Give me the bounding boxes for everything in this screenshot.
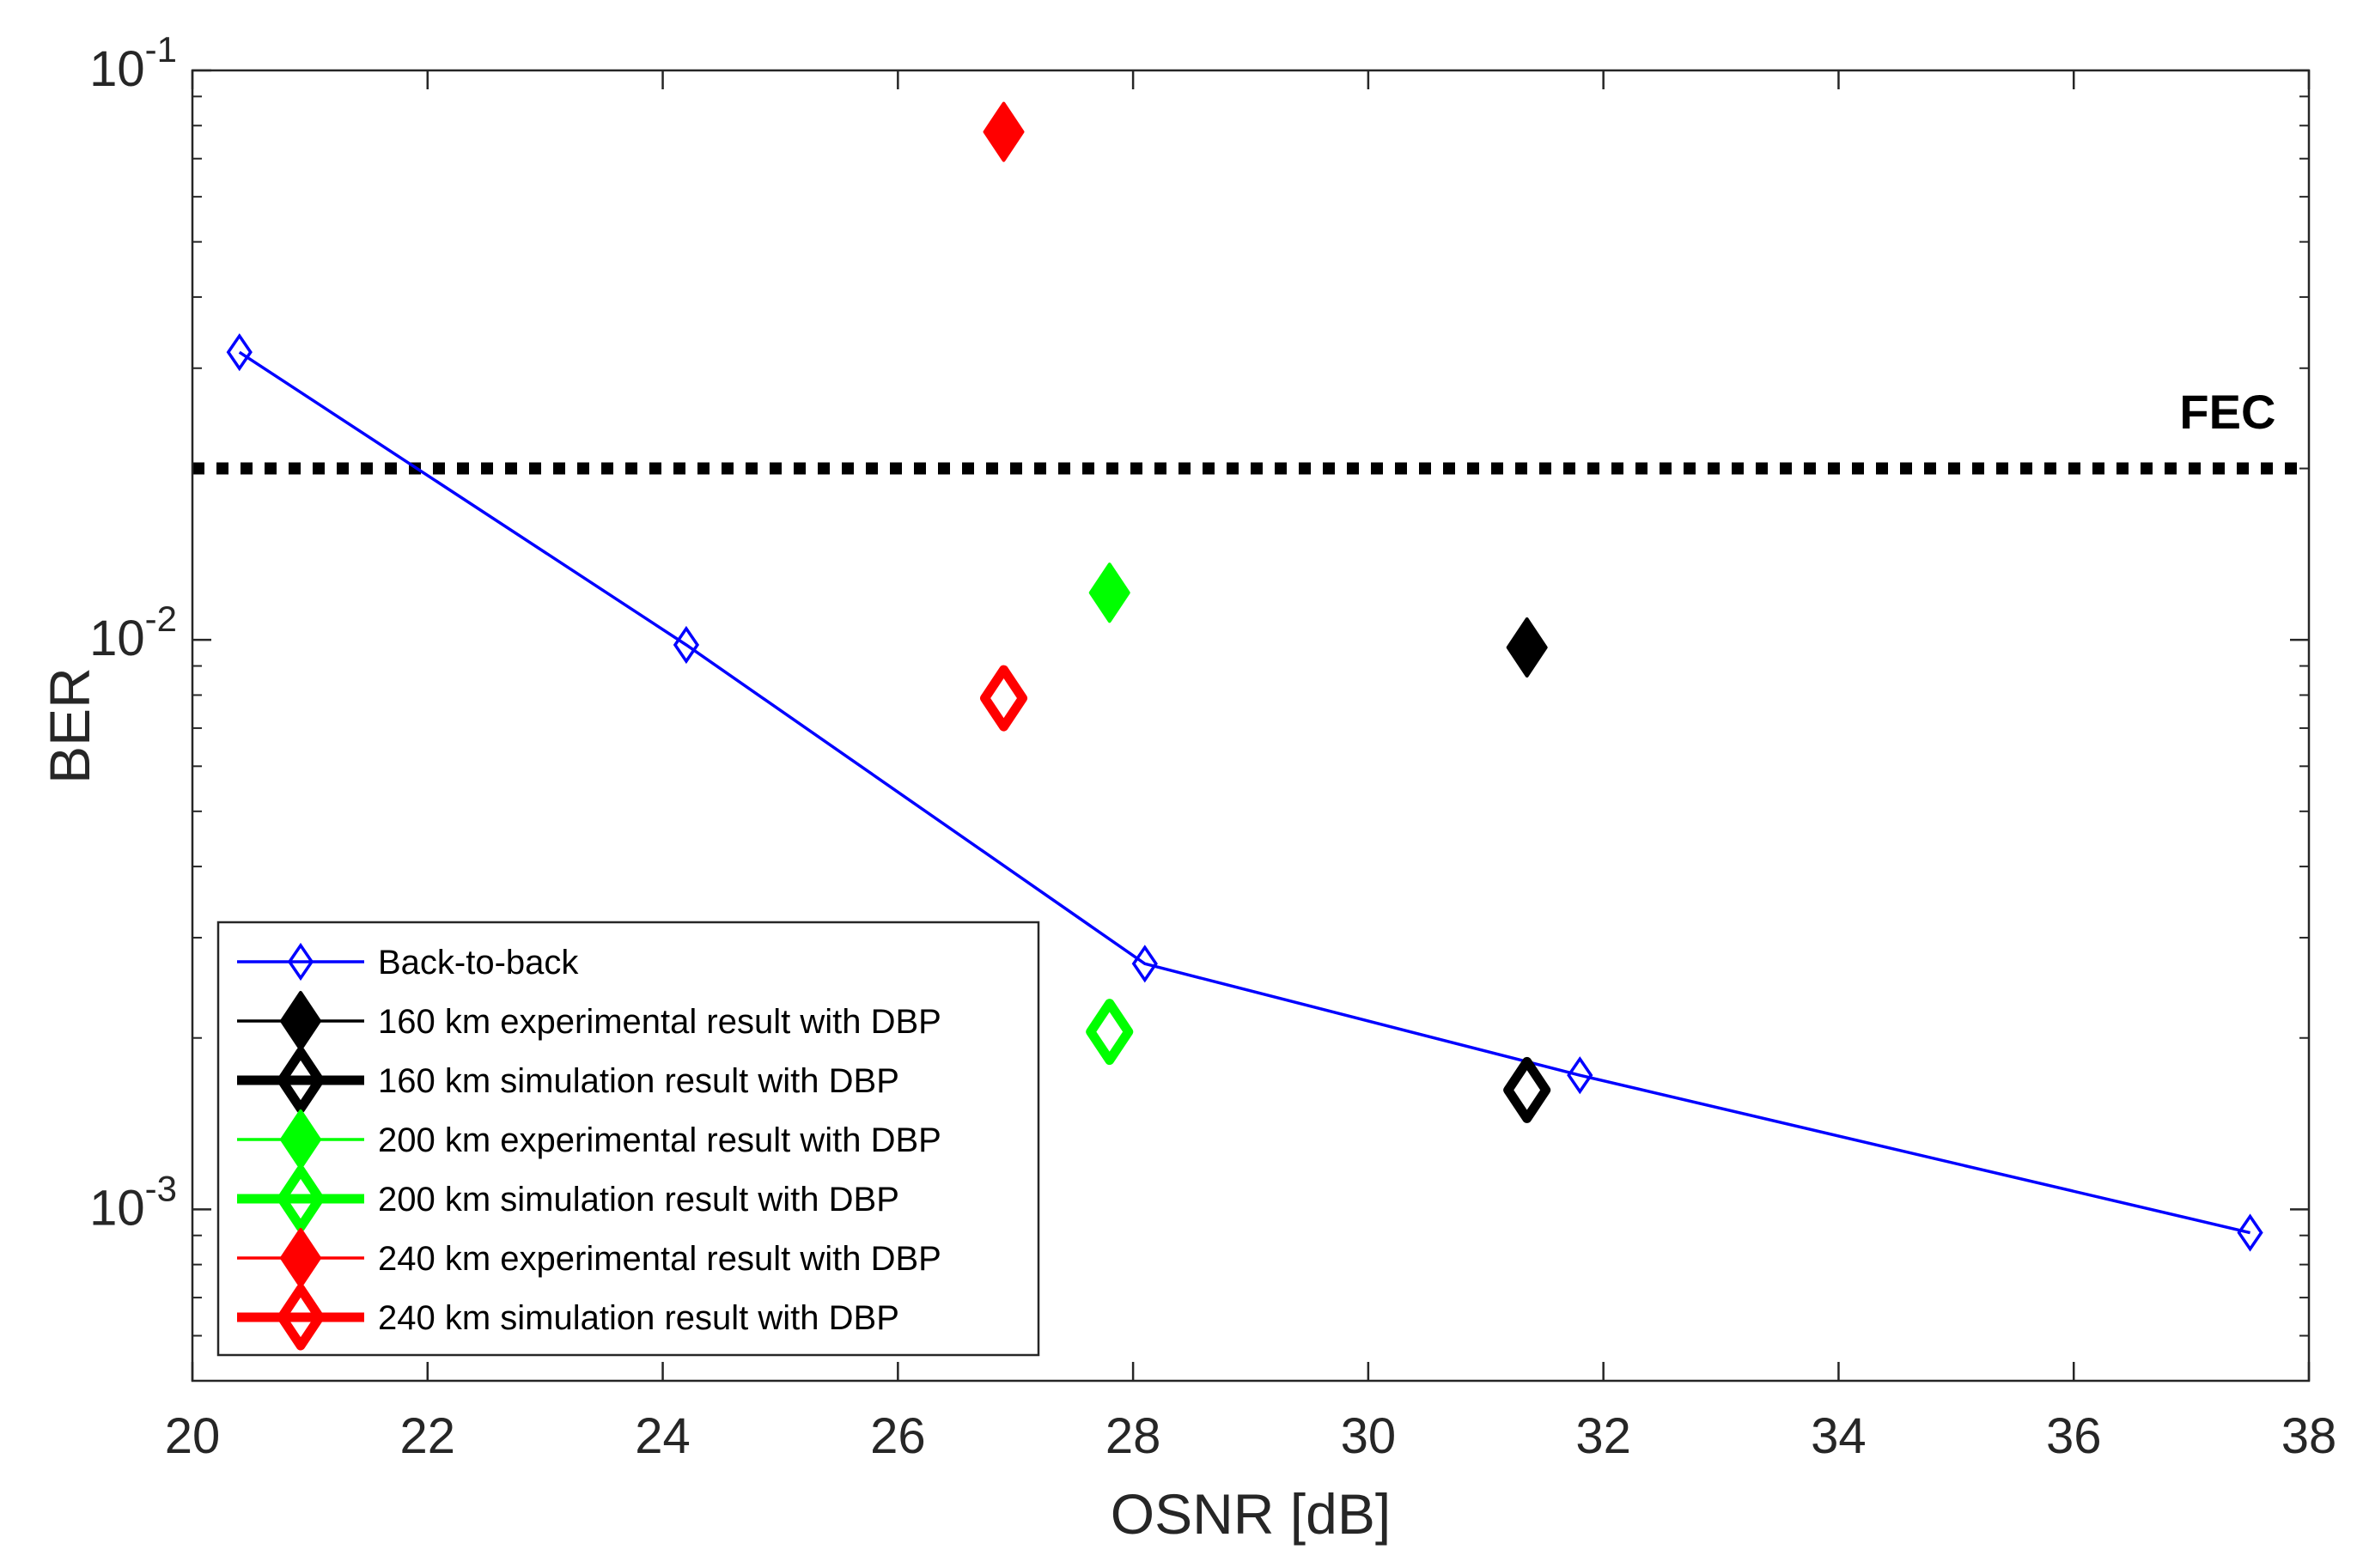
fec-annotation: FEC (2179, 385, 2275, 439)
data-point (1088, 562, 1130, 623)
y-tick-label: 10-3 (89, 1168, 177, 1236)
legend-swatch-marker (277, 1284, 325, 1351)
series-160-km-simulation-result-with-dbp (1503, 1056, 1551, 1123)
data-point (983, 101, 1025, 162)
data-point (1086, 999, 1134, 1066)
series-240-km-experimental-result-with-dbp (983, 101, 1025, 162)
series-240-km-simulation-result-with-dbp (980, 665, 1028, 732)
y-axis-label: BER (38, 667, 101, 784)
x-tick-label: 32 (1575, 1408, 1631, 1464)
legend-label: 200 km experimental result with DBP (378, 1121, 941, 1159)
series-200-km-experimental-result-with-dbp (1088, 562, 1130, 623)
legend-entry: 160 km simulation result with DBP (237, 1047, 899, 1114)
legend-label: 240 km experimental result with DBP (378, 1240, 941, 1278)
legend: Back-to-back 160 km experimental result w… (216, 921, 1040, 1357)
legend-label: 160 km experimental result with DBP (378, 1003, 941, 1041)
x-tick-label: 28 (1105, 1408, 1161, 1464)
legend-swatch-marker (287, 942, 314, 982)
x-tick-label: 30 (1341, 1408, 1397, 1464)
y-tick-labels: 10-3 10-2 10-1 (89, 29, 177, 1236)
x-tick-label: 36 (2046, 1408, 2102, 1464)
y-tick-label: 10-1 (89, 29, 177, 97)
x-tick-label: 24 (635, 1408, 691, 1464)
series-line (238, 350, 2250, 1235)
x-tick-label: 26 (870, 1408, 926, 1464)
legend-entry: 240 km experimental result with DBP (237, 1228, 941, 1288)
data-point (226, 333, 253, 372)
data-point (1506, 617, 1548, 678)
legend-swatch-marker (277, 1047, 325, 1114)
series-160-km-experimental-result-with-dbp (1506, 617, 1548, 678)
series-back-to-back (226, 333, 2263, 1252)
fec-threshold: FEC (192, 385, 2309, 475)
data-point (1131, 945, 1158, 983)
legend-label: Back-to-back (378, 944, 579, 982)
data-series (226, 101, 2263, 1252)
x-tick-label: 22 (400, 1408, 456, 1464)
legend-label: 160 km simulation result with DBP (378, 1062, 899, 1100)
plot-area-frame (191, 69, 2311, 1383)
legend-label: 200 km simulation result with DBP (378, 1181, 899, 1219)
data-point (2237, 1213, 2263, 1252)
legend-entry: 200 km simulation result with DBP (237, 1165, 899, 1232)
data-point (1503, 1056, 1551, 1123)
x-tick-label: 34 (1811, 1408, 1867, 1464)
series-200-km-simulation-result-with-dbp (1086, 999, 1134, 1066)
x-tick-label: 38 (2281, 1408, 2337, 1464)
legend-label: 240 km simulation result with DBP (378, 1299, 899, 1337)
x-axis-label: OSNR [dB] (1111, 1482, 1391, 1546)
data-point (673, 625, 700, 665)
y-tick-label: 10-2 (89, 599, 177, 666)
legend-entry: Back-to-back (237, 942, 579, 982)
legend-entry: 240 km simulation result with DBP (237, 1284, 899, 1351)
legend-swatch-marker (277, 1165, 325, 1232)
data-point (980, 665, 1028, 732)
data-point (1567, 1056, 1593, 1095)
x-tick-labels: 20 22 24 26 28 30 32 34 36 38 (165, 1408, 2337, 1464)
legend-entry: 160 km experimental result with DBP (237, 991, 941, 1051)
x-tick-label: 20 (165, 1408, 221, 1464)
